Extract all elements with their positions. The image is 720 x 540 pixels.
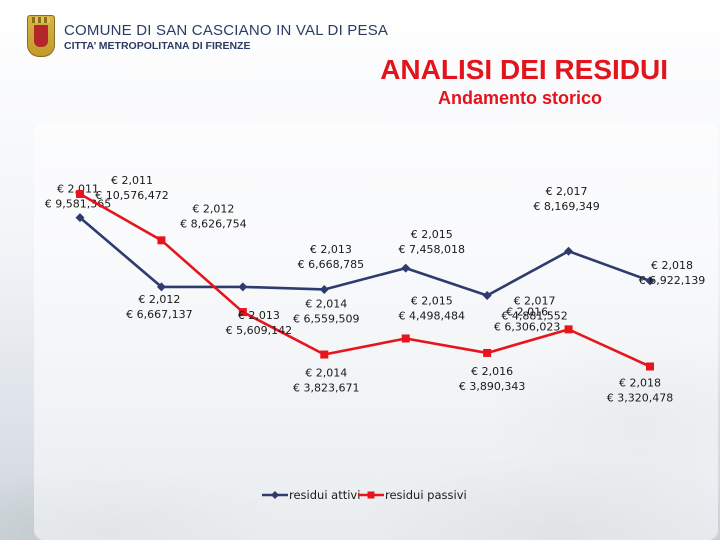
data-label-line: € 6,668,785	[298, 258, 364, 271]
data-label-line: € 2,016	[506, 306, 548, 319]
data-label-attivi: € 2,017 € 8,169,349	[533, 185, 599, 213]
data-label-attivi: € 2,015 € 7,458,018	[398, 228, 464, 256]
data-point-attivi	[156, 282, 166, 292]
data-label-line: € 2,017	[546, 185, 588, 198]
data-label-line: € 3,823,671	[293, 382, 359, 395]
organization-subtitle: CITTA’ METROPOLITANA DI FIRENZE	[64, 40, 251, 52]
data-label-line: € 2,012	[192, 202, 234, 215]
data-label-line: € 6,306,023	[494, 321, 560, 334]
data-label-line: € 2,011	[111, 174, 153, 187]
data-label-line: € 2,015	[411, 294, 453, 307]
data-label-line: € 2,018	[651, 259, 693, 272]
slide-subtitle: Andamento storico	[437, 88, 602, 108]
data-label-passivi: € 2,013 € 5,609,142	[226, 309, 292, 337]
data-label-passivi: € 2,015 € 4,498,484	[398, 294, 464, 322]
data-label-attivi: € 2,016 € 6,306,023	[494, 306, 560, 334]
data-label-line: € 2,013	[238, 309, 280, 322]
data-label-line: € 6,559,509	[293, 312, 359, 325]
legend-label: residui passivi	[385, 488, 467, 502]
data-point-attivi	[401, 263, 411, 273]
legend-label: residui attivi	[289, 488, 360, 502]
data-point-passivi	[157, 236, 166, 245]
data-label-line: € 8,169,349	[533, 200, 599, 213]
data-label-line: € 2,016	[471, 365, 513, 378]
data-label-line: € 4,881,552	[501, 309, 567, 322]
data-label-attivi: € 2,013 € 6,668,785	[298, 243, 364, 271]
data-label-line: € 7,458,018	[398, 243, 464, 256]
data-label-line: € 2,018	[619, 376, 661, 389]
data-label-passivi: € 2,012 € 8,626,754	[180, 202, 246, 230]
data-label-line: € 2,013	[310, 243, 352, 256]
data-label-line: € 2,015	[411, 228, 453, 241]
data-label-line: € 6,922,139	[639, 274, 705, 287]
data-point-attivi	[482, 291, 492, 301]
header: COMUNE DI SAN CASCIANO IN VAL DI PESA CI…	[22, 10, 442, 60]
data-label-line: € 2,012	[138, 293, 180, 306]
series-line-residui-attivi	[79, 216, 651, 297]
series-line-residui-passivi	[79, 192, 651, 368]
data-point-passivi	[564, 325, 573, 334]
data-point-passivi	[320, 350, 329, 359]
data-label-line: € 3,890,343	[459, 380, 525, 393]
chart-panel	[34, 122, 718, 540]
data-label-line: € 2,017	[514, 294, 556, 307]
data-point-passivi	[238, 308, 247, 317]
data-label-line: € 2,011	[57, 183, 99, 196]
data-point-attivi	[645, 276, 655, 286]
data-label-passivi: € 2,017 € 4,881,552	[501, 294, 567, 322]
data-label-passivi: € 2,016 € 3,890,343	[459, 365, 525, 393]
data-point-passivi	[401, 334, 410, 343]
data-point-attivi	[75, 213, 85, 223]
data-point-attivi	[238, 282, 248, 292]
legend-marker	[367, 491, 375, 499]
legend-marker	[271, 491, 279, 499]
organization-name: COMUNE DI SAN CASCIANO IN VAL DI PESA	[64, 22, 389, 39]
data-label-line: € 4,498,484	[398, 309, 464, 322]
data-label-attivi: € 2,012 € 6,667,137	[126, 293, 192, 321]
data-label-passivi: € 2,018 € 3,320,478	[607, 376, 673, 404]
data-label-line: € 3,320,478	[607, 391, 673, 404]
data-label-line: € 8,626,754	[180, 217, 246, 230]
data-label-attivi: € 2,018 € 6,922,139	[639, 259, 705, 287]
data-point-attivi	[319, 284, 329, 294]
data-point-passivi	[646, 362, 654, 371]
data-point-passivi	[76, 189, 84, 198]
data-point-attivi	[564, 246, 574, 256]
data-label-passivi: € 2,014 € 3,823,671	[293, 367, 359, 395]
municipal-crest-icon	[27, 15, 55, 57]
data-label-line: € 6,667,137	[126, 308, 192, 321]
data-label-line: € 5,609,142	[226, 324, 292, 337]
data-label-line: € 2,014	[305, 367, 347, 380]
data-label-attivi: € 2,014 € 6,559,509	[293, 297, 359, 325]
data-label-line: € 2,014	[305, 297, 347, 310]
data-label-passivi: € 2,011 € 10,576,472	[95, 174, 168, 202]
data-label-line: € 10,576,472	[95, 189, 168, 202]
data-point-passivi	[483, 348, 492, 357]
slide-title: ANALISI DEI RESIDUI	[380, 54, 668, 85]
